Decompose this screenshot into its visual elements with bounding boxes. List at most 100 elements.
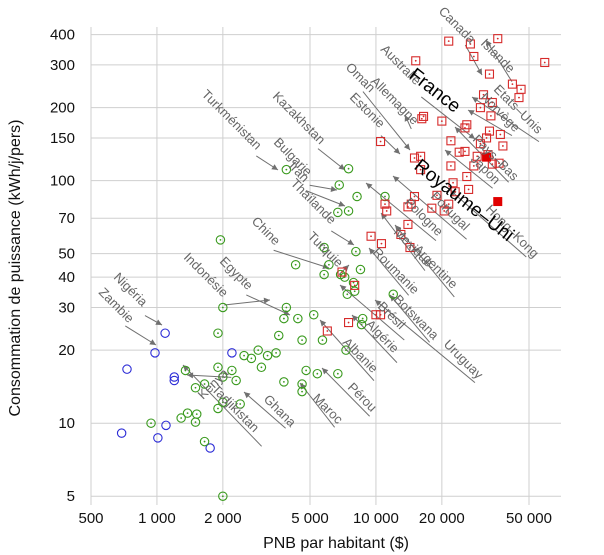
arrow-head: [369, 248, 376, 255]
data-point: [153, 433, 163, 443]
data-point: [355, 264, 366, 275]
data-point: [301, 365, 311, 376]
arrow-head: [404, 115, 411, 122]
arrow-head: [338, 201, 345, 207]
data-point: [376, 239, 387, 249]
data-point: [516, 84, 526, 94]
annotation-arrow: [125, 325, 157, 346]
data-point: [427, 203, 437, 213]
data-point: [256, 362, 267, 373]
data-point: [274, 330, 284, 341]
data-point: [218, 372, 228, 382]
data-point: [448, 178, 458, 188]
data-point: [484, 69, 495, 79]
annotation-arrow: [389, 294, 431, 343]
y-tick-label: 10: [58, 415, 75, 432]
data-point: [444, 36, 454, 46]
data-point: [371, 310, 381, 320]
data-point: [465, 39, 475, 49]
arrow-head: [445, 150, 452, 157]
annotation-arrow: [362, 91, 411, 151]
data-point: [231, 375, 241, 386]
data-point: [279, 313, 289, 324]
data-point: [334, 180, 344, 190]
data-point: [297, 335, 307, 345]
arrow-head: [393, 176, 400, 183]
arrow-head: [472, 97, 479, 103]
data-point: [444, 199, 454, 209]
data-point: [169, 375, 180, 386]
data-point: [246, 353, 257, 364]
data-point: [317, 335, 328, 345]
y-tick-label: 200: [50, 100, 75, 117]
x-tick-label: 2 000: [204, 510, 242, 527]
data-point: [462, 120, 472, 130]
data-point: [357, 313, 368, 324]
data-point: [411, 56, 421, 66]
data-point: [487, 97, 497, 108]
y-tick-label: 5: [67, 488, 75, 505]
annotation-arrows: [125, 39, 540, 447]
data-point: [281, 302, 292, 313]
data-point: [405, 242, 415, 253]
data-point: [339, 272, 350, 282]
data-point: [396, 229, 406, 240]
data-point: [450, 187, 460, 197]
arrow-head: [468, 110, 475, 116]
arrow-head: [375, 300, 382, 307]
arrow-head: [395, 225, 402, 232]
annotation-arrow: [319, 319, 375, 381]
annotation-arrow: [449, 189, 527, 258]
data-point: [432, 190, 442, 200]
data-point: [487, 159, 497, 169]
data-point: [484, 126, 495, 136]
annotation-arrow: [380, 212, 426, 271]
data-point: [406, 199, 416, 209]
data-point: [271, 348, 281, 358]
annotation-label: Maroc: [310, 391, 346, 427]
data-point: [460, 123, 470, 133]
data-point: [403, 219, 413, 229]
data-point: [190, 383, 201, 393]
data-point-highlight: [482, 152, 492, 162]
data-point: [380, 199, 390, 209]
data-point: [416, 165, 426, 175]
data-point: [213, 362, 223, 373]
arrow-head: [155, 319, 162, 325]
arrow-head: [338, 163, 345, 170]
annotation-arrow: [182, 364, 262, 447]
annotation-arrow: [246, 294, 291, 316]
data-point: [351, 246, 361, 257]
data-point: [514, 93, 524, 103]
arrow-head: [352, 315, 359, 322]
annotation-arrow: [273, 249, 330, 269]
data-point: [180, 365, 191, 376]
data-point: [253, 345, 263, 355]
y-tick-label: 400: [50, 27, 75, 44]
arrow-head: [403, 143, 410, 150]
data-point: [191, 409, 202, 419]
arrow-head: [476, 68, 482, 75]
data-point: [227, 348, 237, 358]
arrow-head: [322, 263, 329, 270]
y-tick-label: 20: [58, 342, 75, 359]
data-point: [417, 114, 427, 124]
arrow-head: [322, 368, 329, 375]
x-tick-label: 5 000: [291, 510, 329, 527]
annotation-label: Turquie: [305, 229, 346, 270]
data-point: [116, 428, 127, 438]
data-point: [235, 399, 245, 409]
data-point: [376, 136, 386, 147]
data-point: [419, 111, 429, 121]
data-point: [342, 289, 353, 300]
data-point: [150, 348, 160, 358]
y-tick-label: 70: [58, 210, 75, 227]
data-point: [344, 317, 354, 328]
x-axis-title: PNB par habitant ($): [263, 535, 409, 552]
y-tick-label: 50: [58, 246, 75, 263]
y-tick-label: 40: [58, 269, 75, 286]
arrow-head: [393, 147, 400, 154]
data-point: [469, 51, 479, 62]
arrow-head: [283, 309, 290, 316]
data-point: [182, 408, 193, 418]
